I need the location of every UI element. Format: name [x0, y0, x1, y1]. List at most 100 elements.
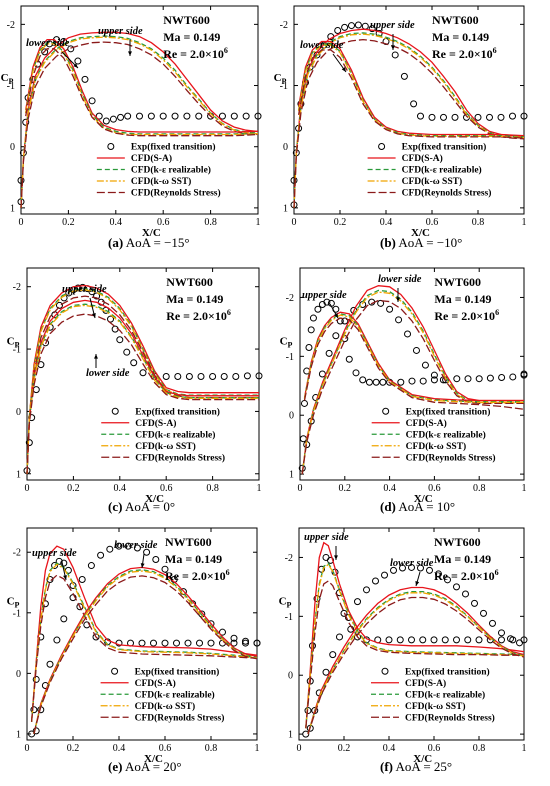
info-line: Ma = 0.149: [432, 30, 489, 44]
exp-data-point: [300, 399, 308, 407]
exp-data-point: [219, 628, 226, 636]
y-tick-label: 1: [10, 203, 15, 214]
y-tick-label: 0: [16, 669, 21, 680]
series-line-rs: [25, 48, 259, 137]
exp-data-point: [323, 298, 331, 306]
exp-data-point: [408, 563, 415, 571]
annotation-label: upper side: [370, 20, 415, 31]
legend-label: Exp(fixed transition): [131, 142, 216, 153]
x-tick-label: 0.4: [114, 483, 127, 494]
y-tick-label: 0: [16, 407, 21, 418]
y-axis-label: CP: [7, 335, 20, 349]
series-line-kw: [307, 592, 525, 735]
info-line: Re = 2.0×106: [434, 308, 499, 323]
exp-data-point: [123, 348, 131, 356]
exp-data-point: [197, 372, 205, 380]
exp-data-point: [464, 636, 472, 644]
exp-data-point: [32, 386, 40, 394]
arrow-head: [391, 45, 395, 50]
x-axis-label: X/C: [411, 227, 430, 239]
exp-data-point: [408, 636, 415, 644]
annotation-label: upper side: [304, 532, 349, 543]
info-line: NWT600: [434, 535, 481, 549]
exp-data-point: [444, 576, 451, 584]
exp-data-point: [421, 361, 429, 369]
exp-data-point: [173, 639, 180, 647]
exp-data-point: [386, 305, 394, 313]
x-tick-label: 0.2: [334, 217, 347, 228]
exp-data-point: [475, 375, 483, 383]
exp-data-point: [32, 675, 40, 683]
x-tick-label: 0: [292, 217, 297, 228]
caption-text: AoA = 0°: [122, 499, 176, 514]
legend-marker: [107, 143, 115, 151]
y-tick-label: 0: [10, 142, 15, 153]
exp-data-point: [207, 639, 215, 647]
exp-data-point: [196, 639, 203, 647]
y-tick-label: -2: [280, 20, 288, 31]
exp-data-point: [60, 559, 68, 567]
exp-data-point: [161, 565, 169, 573]
x-axis-label: X/C: [414, 493, 433, 505]
exp-data-point: [419, 636, 427, 644]
legend-label: CFD(Reynolds Stress): [135, 452, 225, 463]
exp-data-point: [311, 707, 319, 715]
series-line-kw: [20, 36, 259, 208]
exp-data-point: [133, 544, 141, 552]
legend-label: CFD(k-ε realizable): [135, 429, 215, 440]
series-line-rs: [33, 575, 258, 735]
legend-label: CFD(S-A): [131, 153, 172, 164]
legend-label: CFD(k-ω SST): [406, 441, 467, 452]
exp-data-point: [93, 292, 101, 300]
x-tick-label: 0.6: [428, 743, 441, 754]
exp-data-point: [124, 112, 132, 120]
exp-data-point: [336, 633, 343, 641]
exp-data-point: [354, 598, 361, 606]
caption-text: AoA = 10°: [395, 499, 456, 514]
exp-data-point: [230, 639, 238, 647]
exp-data-point: [195, 112, 203, 120]
arrow-head: [73, 63, 78, 68]
caption-label: (b): [380, 235, 396, 250]
exp-data-point: [451, 113, 459, 121]
series-line-ke: [20, 35, 259, 208]
caption-label: (f): [380, 759, 393, 774]
exp-data-point: [354, 21, 362, 29]
exp-data-point: [471, 599, 478, 607]
exp-data-point: [341, 317, 349, 325]
x-tick-label: 0.6: [428, 483, 441, 494]
legend-label: CFD(Reynolds Stress): [406, 452, 496, 463]
info-line: NWT600: [163, 13, 210, 27]
x-axis-label: X/C: [142, 227, 161, 239]
x-axis-label: X/C: [144, 753, 163, 765]
exp-data-point: [365, 378, 373, 386]
x-tick-label: 0.2: [338, 743, 351, 754]
info-line: Re = 2.0×106: [432, 46, 497, 61]
series-line-sa: [303, 311, 524, 402]
legend-label: CFD(S-A): [135, 678, 176, 689]
y-tick-label: 1: [288, 730, 293, 741]
exp-data-point: [32, 727, 40, 735]
series-line-ke: [25, 42, 259, 135]
exp-data-point: [440, 113, 447, 121]
x-tick-label: 0.8: [472, 217, 485, 228]
legend-label: CFD(S-A): [402, 153, 443, 164]
annotation-label: upper side: [98, 26, 143, 37]
x-tick-label: 0.4: [113, 743, 126, 754]
x-tick-label: 0.8: [473, 483, 486, 494]
legend-label: CFD(k-ω SST): [405, 701, 466, 712]
series-line-sa: [307, 586, 525, 735]
y-axis-label: CP: [1, 72, 14, 86]
exp-data-point: [520, 370, 528, 378]
exp-data-point: [322, 668, 330, 676]
exp-data-point: [60, 37, 68, 45]
exp-data-point: [17, 176, 25, 184]
plot-frame: [298, 527, 525, 741]
exp-data-point: [242, 637, 249, 645]
exp-data-point: [509, 373, 517, 381]
figure-caption: (f) AoA = 25°: [380, 759, 452, 775]
exp-data-point: [130, 359, 138, 367]
arrow-head: [396, 297, 400, 302]
exp-data-point: [302, 730, 310, 738]
